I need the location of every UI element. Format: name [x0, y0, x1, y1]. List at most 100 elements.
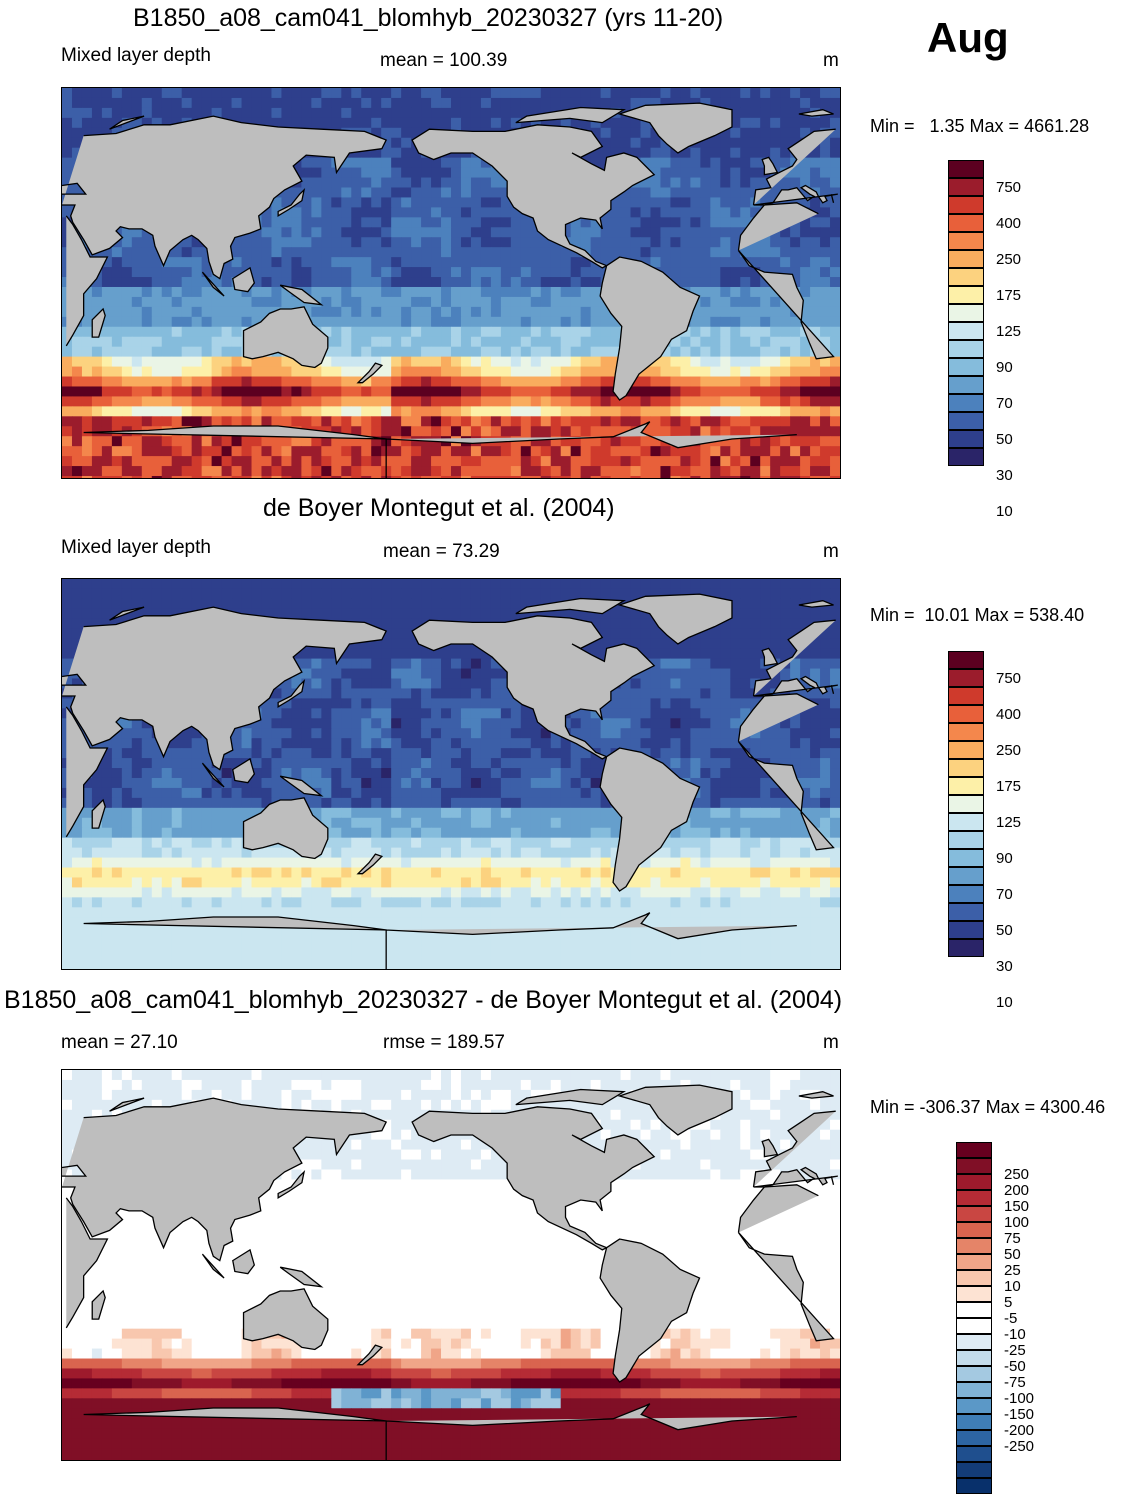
field-cell: [301, 678, 312, 689]
field-cell: [550, 366, 562, 378]
field-cell: [520, 466, 532, 477]
field-cell: [391, 376, 402, 387]
field-cell: [391, 326, 402, 338]
field-cell: [391, 277, 402, 288]
field-cell: [101, 416, 113, 427]
field-cell: [62, 107, 73, 119]
field-cell: [401, 668, 412, 679]
field-cell: [381, 797, 392, 809]
field-cell: [660, 648, 671, 660]
field-cell: [470, 777, 482, 789]
field-cell: [650, 416, 661, 427]
field-cell: [361, 366, 372, 378]
field-cell: [550, 277, 562, 288]
field-cell: [71, 127, 83, 139]
field-cell: [171, 797, 183, 809]
field-cell: [700, 267, 711, 278]
field-cell: [800, 167, 811, 179]
field-cell: [490, 426, 502, 437]
field-cell: [720, 648, 731, 660]
field-cell: [470, 157, 482, 169]
field-cell: [820, 97, 831, 109]
field-cell: [91, 366, 103, 378]
field-cell: [750, 608, 761, 620]
field-cell: [81, 406, 93, 417]
field-cell: [361, 197, 372, 208]
field-cell: [361, 187, 372, 198]
field-cell: [261, 277, 272, 288]
field-cell: [131, 758, 143, 769]
field-cell: [141, 588, 153, 600]
field-cell: [510, 277, 522, 288]
field-cell: [790, 117, 801, 129]
field-cell: [231, 107, 243, 119]
field-cell: [281, 227, 292, 238]
field-cell: [700, 777, 711, 789]
field-cell: [131, 807, 143, 819]
field-cell: [460, 247, 472, 258]
field-cell: [480, 648, 492, 660]
field-cell: [131, 608, 143, 620]
field-cell: [650, 227, 661, 238]
field-cell: [740, 356, 751, 368]
field-cell: [411, 306, 422, 318]
field-cell: [470, 247, 482, 258]
field-cell: [480, 157, 492, 169]
field-cell: [361, 708, 372, 719]
field-cell: [171, 588, 183, 600]
field-cell: [441, 807, 452, 819]
field-cell: [660, 237, 671, 248]
field-cell: [580, 316, 592, 328]
field-cell: [770, 157, 781, 169]
field-cell: [600, 436, 612, 447]
field-cell: [490, 416, 502, 427]
field-cell: [161, 366, 173, 378]
field-cell: [800, 648, 811, 660]
field-cell: [391, 638, 402, 650]
field-cell: [700, 306, 711, 318]
field-cell: [710, 247, 721, 258]
field-cell: [740, 618, 751, 630]
field-cell: [361, 688, 372, 699]
field-cell: [810, 728, 821, 739]
field-cell: [700, 346, 711, 358]
field-cell: [560, 426, 572, 437]
field-cell: [810, 758, 821, 769]
field-cell: [62, 177, 73, 188]
field-cell: [431, 648, 442, 660]
field-cell: [221, 336, 233, 348]
field-cell: [361, 147, 372, 159]
field-cell: [480, 217, 492, 228]
field-cell: [510, 107, 522, 119]
field-cell: [540, 476, 552, 478]
field-cell: [780, 197, 791, 208]
field-cell: [810, 247, 821, 258]
field-cell: [680, 718, 691, 729]
field-cell: [710, 648, 721, 660]
field-cell: [810, 708, 821, 719]
field-cell: [710, 376, 721, 387]
field-cell: [470, 668, 482, 679]
field-cell: [470, 807, 482, 819]
field-cell: [650, 588, 661, 600]
field-cell: [780, 117, 791, 129]
field-cell: [401, 366, 412, 378]
field-cell: [600, 466, 612, 477]
field-cell: [131, 456, 143, 467]
field-cell: [530, 247, 542, 258]
field-cell: [71, 446, 83, 457]
field-cell: [770, 336, 781, 348]
field-cell: [690, 306, 701, 318]
field-cell: [690, 286, 701, 298]
field-cell: [810, 476, 821, 478]
field-cell: [131, 446, 143, 457]
field-cell: [500, 316, 512, 328]
field-cell: [261, 267, 272, 278]
field-cell: [421, 207, 432, 218]
field-cell: [720, 456, 731, 467]
field-cell: [211, 787, 223, 799]
field-cell: [660, 738, 671, 749]
field-cell: [530, 326, 542, 338]
field-cell: [431, 728, 442, 739]
field-cell: [820, 316, 831, 328]
